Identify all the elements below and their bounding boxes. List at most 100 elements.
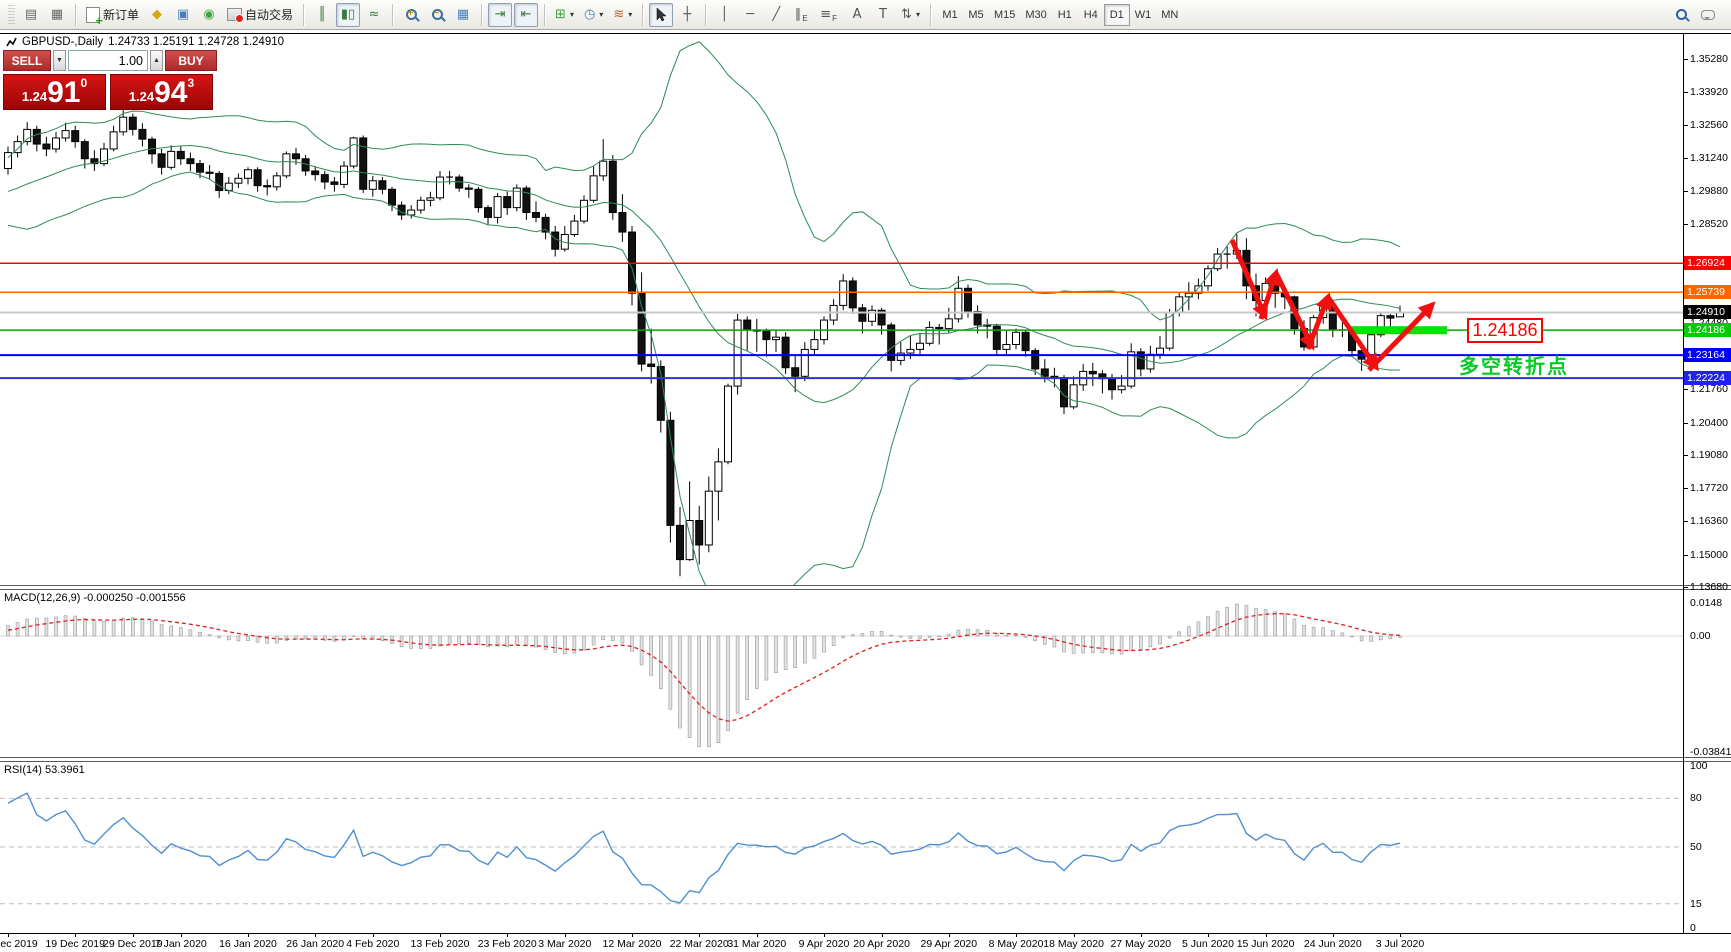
price-axis-border bbox=[1683, 33, 1684, 934]
date-tick-label: 18 May 2020 bbox=[1043, 938, 1104, 950]
auto-scroll-icon[interactable]: ⇥ bbox=[488, 2, 513, 27]
trend-annotation-text[interactable]: 多空转折点 bbox=[1459, 356, 1569, 378]
price-tick-label: 1.29880 bbox=[1690, 185, 1728, 197]
timeframe-W1[interactable]: W1 bbox=[1134, 8, 1152, 21]
volume-increment-button[interactable]: ▲ bbox=[150, 50, 163, 71]
bar-chart-icon: ║ bbox=[318, 7, 326, 22]
toolbar-grip bbox=[8, 4, 15, 25]
price-tick-mark bbox=[1684, 587, 1688, 588]
rsi-tick-label: 80 bbox=[1690, 792, 1702, 805]
text-label-icon[interactable]: T bbox=[871, 3, 895, 27]
timeframe-H4[interactable]: H4 bbox=[1083, 8, 1098, 21]
timeframe-H1[interactable]: H1 bbox=[1057, 8, 1072, 21]
chart-symbol-icon bbox=[6, 37, 17, 46]
macd-tick-label: 0.00 bbox=[1690, 630, 1711, 642]
volume-decrement-button[interactable]: ▼ bbox=[53, 50, 66, 71]
buy-button[interactable]: BUY bbox=[165, 50, 217, 71]
sell-price-big: 91 bbox=[47, 76, 81, 109]
text-icon[interactable]: A bbox=[845, 3, 869, 27]
price-tick-mark bbox=[1684, 224, 1688, 226]
rsi-tick-label: 100 bbox=[1690, 760, 1708, 772]
cursor-arrow-icon bbox=[656, 7, 667, 22]
zoom-in-icon[interactable]: + bbox=[399, 3, 423, 27]
rsi-pane[interactable] bbox=[0, 762, 1684, 933]
candlestick-chart-icon: ▮▯ bbox=[340, 7, 356, 22]
metaeditor-icon[interactable]: ◆ bbox=[145, 3, 169, 27]
chart-title-ohlc: 1.24733 1.25191 1.24728 1.24910 bbox=[108, 36, 285, 48]
buy-price-button[interactable]: 1.24 94 3 bbox=[110, 74, 213, 110]
date-tick-mark bbox=[1400, 934, 1401, 937]
pane-separator[interactable] bbox=[0, 757, 1731, 762]
timeframe-D1[interactable]: D1 bbox=[1103, 3, 1130, 26]
crosshair-icon[interactable]: ┼ bbox=[675, 3, 699, 27]
price-annotation-box[interactable]: 1.24186 bbox=[1467, 318, 1543, 343]
profiles-icon[interactable]: ▦ bbox=[45, 3, 69, 27]
trend-arrow bbox=[1305, 292, 1332, 350]
timeframe-M1[interactable]: M1 bbox=[942, 8, 958, 21]
price-tick-mark bbox=[1684, 488, 1688, 490]
support-zone-bar bbox=[1350, 326, 1447, 335]
timeframe-MN[interactable]: MN bbox=[1161, 8, 1179, 21]
auto-trading-button[interactable]: 自动交易 bbox=[223, 3, 297, 27]
fibonacci-icon[interactable]: ≡ F bbox=[820, 7, 838, 23]
vertical-line-icon[interactable]: │ bbox=[712, 3, 736, 27]
price-tick-label: 1.31240 bbox=[1690, 151, 1728, 164]
bar-chart-icon[interactable]: ║ bbox=[310, 3, 334, 27]
chart-shift-icon[interactable]: ⇤ bbox=[514, 2, 539, 27]
date-tick-label: 10 Dec 2019 bbox=[0, 938, 38, 950]
date-tick-label: 9 Apr 2020 bbox=[798, 938, 850, 950]
indicators-icon: ≋ bbox=[613, 7, 625, 22]
timeframe-M30[interactable]: M30 bbox=[1025, 8, 1047, 21]
periods-icon[interactable]: ◷ ▾ bbox=[583, 7, 604, 22]
new-order-button-label: 新订单 bbox=[103, 8, 140, 22]
horizontal-line-icon[interactable]: ─ bbox=[738, 3, 762, 27]
tile-windows-icon[interactable]: ▦ bbox=[451, 3, 475, 27]
chart-top-border bbox=[0, 33, 1731, 34]
timeframe-M15[interactable]: M15 bbox=[993, 8, 1016, 21]
date-tick-label: 19 Dec 2019 bbox=[45, 938, 105, 950]
search-icon[interactable] bbox=[1676, 9, 1687, 20]
timeframe-M5[interactable]: M5 bbox=[968, 8, 984, 21]
buy-price-prefix: 1.24 bbox=[128, 89, 155, 104]
date-tick-mark bbox=[632, 934, 633, 937]
trend-arrow bbox=[1273, 271, 1315, 351]
chat-icon[interactable] bbox=[1701, 9, 1715, 20]
date-tick-label: 27 May 2020 bbox=[1110, 938, 1172, 950]
sell-button[interactable]: SELL bbox=[3, 50, 51, 71]
date-tick-label: 20 Apr 2020 bbox=[853, 938, 910, 950]
text-label-icon: T bbox=[879, 7, 887, 22]
volume-input[interactable] bbox=[68, 50, 148, 71]
date-tick-mark bbox=[75, 934, 77, 937]
pane-separator[interactable] bbox=[0, 585, 1731, 590]
date-tick-label: 7 Jan 2020 bbox=[154, 938, 207, 950]
date-tick-label: 31 Mar 2020 bbox=[727, 938, 787, 950]
macd-pane[interactable] bbox=[0, 590, 1684, 757]
line-chart-icon[interactable]: ≈ bbox=[362, 3, 386, 27]
chart-shift-icon: ⇤ bbox=[520, 7, 532, 22]
indicators-icon[interactable]: ≋ ▾ bbox=[613, 7, 633, 22]
sell-price-button[interactable]: 1.24 91 0 bbox=[3, 74, 106, 110]
date-tick-label: 3 Mar 2020 bbox=[538, 938, 592, 950]
candlestick-chart-icon[interactable]: ▮▯ bbox=[336, 2, 361, 27]
main-price-pane[interactable] bbox=[0, 34, 1684, 585]
new-template-icon[interactable]: ⊞ ▾ bbox=[555, 7, 574, 22]
rsi-line bbox=[7, 792, 1401, 904]
arrows-tool-icon[interactable]: ⇅ ▾ bbox=[901, 7, 920, 22]
price-line-label: 1.22224 bbox=[1684, 371, 1731, 386]
new-order-button[interactable]: 新订单 bbox=[82, 3, 143, 28]
line-chart-icon: ≈ bbox=[368, 7, 380, 22]
channel-icon[interactable]: ∥ E bbox=[794, 7, 808, 23]
trendline-icon[interactable]: ╱ bbox=[764, 3, 788, 27]
zoom-out-icon[interactable]: − bbox=[425, 3, 449, 27]
signals-icon: ◉ bbox=[203, 7, 215, 22]
market-watch-icon[interactable]: ▣ bbox=[171, 3, 195, 27]
periods-icon: ◷ bbox=[583, 7, 596, 22]
text-icon: A bbox=[852, 7, 862, 22]
new-chart-icon[interactable]: ▤ bbox=[19, 3, 43, 27]
cursor-icon[interactable] bbox=[649, 2, 674, 27]
date-tick-mark bbox=[1332, 934, 1334, 937]
trend-arrow bbox=[1325, 295, 1379, 372]
new-template-icon: ⊞ bbox=[555, 7, 566, 22]
signals-icon[interactable]: ◉ bbox=[197, 3, 221, 27]
